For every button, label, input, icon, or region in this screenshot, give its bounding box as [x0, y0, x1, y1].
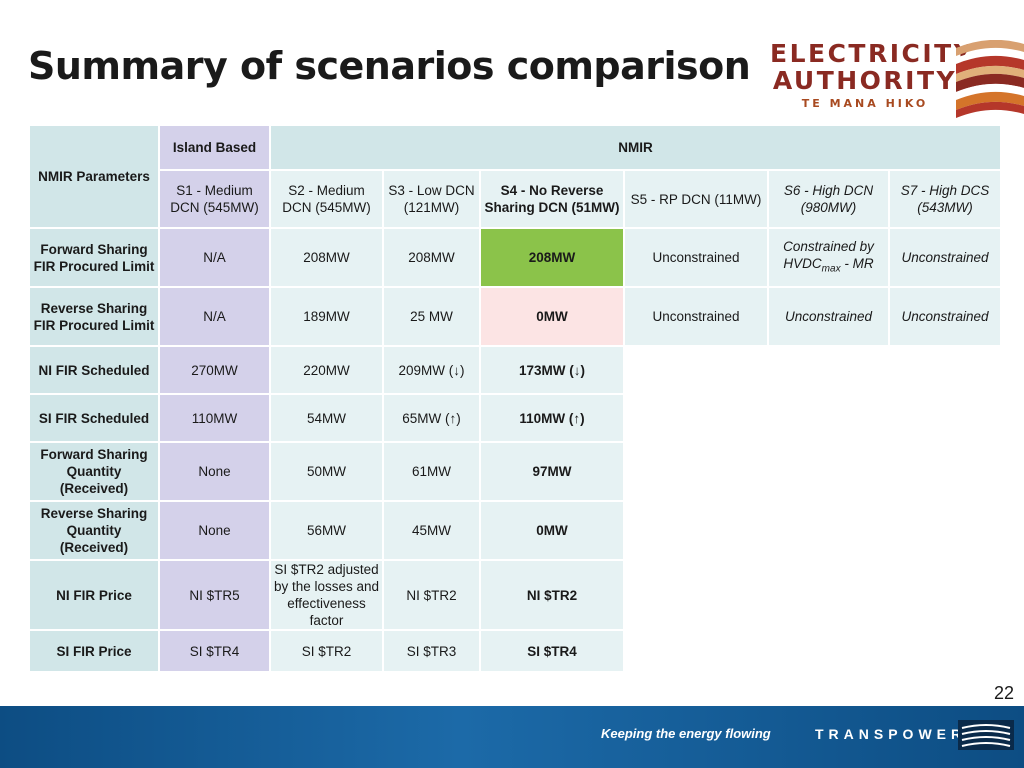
table-cell: None — [160, 502, 269, 559]
table-cell: Unconstrained — [769, 288, 888, 345]
logo-line-3: TE MANA HIKO — [801, 97, 929, 110]
logo-stripes-icon — [956, 40, 1024, 118]
scenario-s2-header: S2 - Medium DCN (545MW) — [271, 171, 382, 227]
hvdc-suffix: - MR — [840, 255, 874, 271]
page-number: 22 — [993, 683, 1014, 703]
table-cell: Unconstrained — [890, 229, 1000, 286]
hvdc-subscript: max — [821, 263, 841, 275]
table-cell: 56MW — [271, 502, 382, 559]
row-label-si-fir-scheduled: SI FIR Scheduled — [30, 395, 158, 441]
logo-line-1: ELECTRICITY — [770, 39, 975, 68]
transpower-brand: TRANSPOWER — [815, 726, 967, 742]
island-based-header: Island Based — [160, 126, 269, 169]
electricity-authority-logo: ELECTRICITY AUTHORITY TE MANA HIKO — [770, 40, 1024, 120]
scenario-s1-header: S1 - Medium DCN (545MW) — [160, 171, 269, 227]
table-cell: NI $TR5 — [160, 561, 269, 629]
row-label-ni-fir-price: NI FIR Price — [30, 561, 158, 629]
table-cell: Unconstrained — [625, 288, 767, 345]
footer-tagline: Keeping the energy flowing — [601, 726, 771, 741]
table-cell-highlight-red: 0MW — [481, 288, 623, 345]
row-label-si-fir-price: SI FIR Price — [30, 631, 158, 671]
hvdc-constraint-text: Constrained by HVDC — [783, 238, 874, 271]
table-cell: 54MW — [271, 395, 382, 441]
row-label-forward-sharing-limit: Forward Sharing FIR Procured Limit — [30, 229, 158, 286]
table-cell: SI $TR4 — [160, 631, 269, 671]
table-cell: 25 MW — [384, 288, 479, 345]
table-cell-highlight-green: 208MW — [481, 229, 623, 286]
table-cell: 208MW — [384, 229, 479, 286]
table-cell: 173MW (↓) — [481, 347, 623, 393]
scenario-s3-header: S3 - Low DCN (121MW) — [384, 171, 479, 227]
row-label-reverse-sharing-limit: Reverse Sharing FIR Procured Limit — [30, 288, 158, 345]
row-label-ni-fir-scheduled: NI FIR Scheduled — [30, 347, 158, 393]
table-cell: 189MW — [271, 288, 382, 345]
table-cell: SI $TR3 — [384, 631, 479, 671]
scenario-s5-header: S5 - RP DCN (11MW) — [625, 171, 767, 227]
table-cell: 50MW — [271, 443, 382, 500]
table-cell: NI $TR2 — [384, 561, 479, 629]
table-cell: 208MW — [271, 229, 382, 286]
scenario-s7-header: S7 - High DCS (543MW) — [890, 171, 1000, 227]
nmir-parameters-header: NMIR Parameters — [30, 126, 158, 227]
table-cell: SI $TR2 adjusted by the losses and effec… — [271, 561, 382, 629]
table-cell: 270MW — [160, 347, 269, 393]
table-cell: 110MW — [160, 395, 269, 441]
footer-banner: Keeping the energy flowing TRANSPOWER — [0, 706, 1024, 768]
row-label-forward-sharing-quantity: Forward Sharing Quantity (Received) — [30, 443, 158, 500]
transpower-logo-icon — [958, 720, 1014, 750]
table-cell: 220MW — [271, 347, 382, 393]
logo-line-2: AUTHORITY — [772, 66, 958, 95]
row-label-reverse-sharing-quantity: Reverse Sharing Quantity (Received) — [30, 502, 158, 559]
table-cell: None — [160, 443, 269, 500]
table-cell: 0MW — [481, 502, 623, 559]
empty-region — [625, 347, 1000, 671]
table-cell: 61MW — [384, 443, 479, 500]
scenario-s4-header: S4 - No Reverse Sharing DCN (51MW) — [481, 171, 623, 227]
table-cell: 45MW — [384, 502, 479, 559]
table-cell: N/A — [160, 229, 269, 286]
scenario-s6-header: S6 - High DCN (980MW) — [769, 171, 888, 227]
slide-title: Summary of scenarios comparison — [28, 44, 751, 88]
table-cell: 65MW (↑) — [384, 395, 479, 441]
table-cell: 97MW — [481, 443, 623, 500]
table-cell: 209MW (↓) — [384, 347, 479, 393]
table-cell: SI $TR4 — [481, 631, 623, 671]
nmir-group-header: NMIR — [271, 126, 1000, 169]
scenarios-table: NMIR Parameters Island Based NMIR S1 - M… — [28, 124, 1002, 673]
table-cell: 110MW (↑) — [481, 395, 623, 441]
table-cell: Unconstrained — [890, 288, 1000, 345]
table-cell-hvdc-constraint: Constrained by HVDCmax - MR — [769, 229, 888, 286]
table-cell: N/A — [160, 288, 269, 345]
table-cell: SI $TR2 — [271, 631, 382, 671]
table-cell: NI $TR2 — [481, 561, 623, 629]
table-cell: Unconstrained — [625, 229, 767, 286]
